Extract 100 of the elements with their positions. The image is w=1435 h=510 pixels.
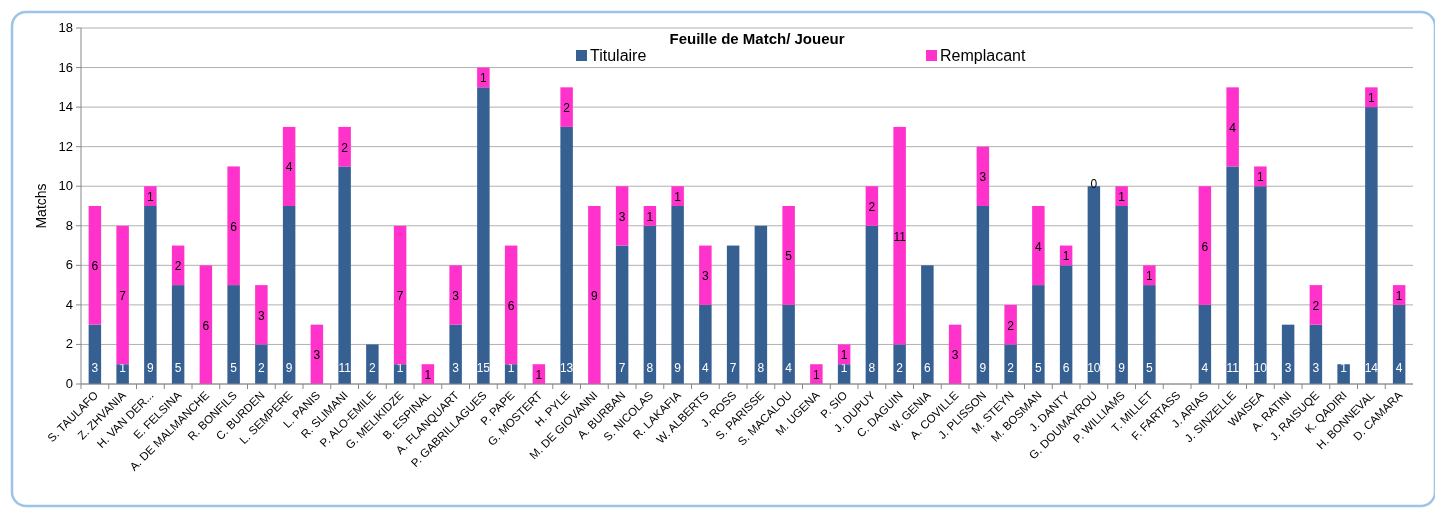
bar: [1004, 344, 1017, 384]
bar: [504, 245, 518, 365]
data-label: 3: [702, 269, 710, 284]
bar: [643, 225, 657, 384]
bar: [338, 166, 351, 384]
bar: [699, 245, 712, 305]
data-label: 2: [1007, 361, 1015, 375]
data-label: 3: [1312, 361, 1320, 375]
chart-title: Feuille de Match/ Joueur: [669, 30, 845, 47]
data-label: 10: [1087, 361, 1101, 375]
data-label: 9: [285, 361, 293, 375]
bar: [615, 186, 629, 246]
data-label: 1: [1257, 170, 1265, 185]
bar: [1004, 304, 1017, 345]
bar: [782, 304, 795, 384]
bar: [865, 225, 879, 384]
bar: [1309, 285, 1323, 325]
y-tick-label: 4: [65, 296, 73, 312]
data-label: 3: [452, 361, 460, 375]
y-axis-title: Matchs: [33, 183, 49, 229]
y-tick-label: 8: [65, 217, 73, 233]
data-label: 6: [924, 361, 932, 375]
bar: [144, 186, 157, 206]
bar: [865, 186, 879, 226]
data-label: 6: [507, 298, 515, 313]
data-label: 4: [702, 361, 710, 375]
data-label: 2: [1007, 318, 1015, 333]
bar: [1198, 186, 1212, 305]
bar: [1032, 285, 1045, 384]
data-label: 2: [896, 361, 904, 375]
y-tick-label: 12: [58, 138, 73, 154]
data-label: 5: [1146, 361, 1154, 375]
data-label: 3: [618, 209, 626, 224]
data-label: 1: [424, 368, 432, 383]
bar: [921, 265, 934, 384]
data-label: 6: [202, 318, 210, 333]
data-label: 9: [591, 289, 599, 303]
bar: [1115, 186, 1128, 206]
data-label: 3: [951, 348, 959, 363]
data-label: 1: [1062, 249, 1070, 264]
bar: [1059, 265, 1073, 384]
data-label: 2: [174, 259, 182, 274]
bar: [1226, 87, 1239, 167]
bar: [976, 206, 990, 384]
data-label: 3: [258, 308, 266, 323]
bar: [893, 126, 906, 345]
y-tick-label: 10: [58, 178, 73, 194]
data-label: 1: [646, 209, 654, 224]
data-label: 7: [729, 361, 737, 375]
bar: [615, 245, 629, 384]
bar: [282, 126, 296, 206]
data-label: 7: [618, 361, 626, 375]
bar: [671, 206, 684, 384]
bar: [1143, 265, 1156, 286]
data-label: 2: [258, 361, 266, 375]
bar: [449, 324, 462, 384]
y-tick-label: 18: [58, 20, 73, 35]
data-label: 1: [1118, 190, 1126, 205]
y-tick-label: 6: [65, 257, 73, 273]
y-tick-label: 2: [65, 336, 73, 352]
data-label: 7: [396, 289, 404, 303]
data-label: 6: [230, 219, 238, 234]
bar: [171, 285, 185, 384]
data-label: 1: [840, 348, 848, 363]
bar: [144, 206, 157, 384]
bar: [976, 146, 990, 206]
y-tick-label: 14: [58, 99, 73, 115]
bar: [116, 364, 129, 384]
data-label: 6: [1062, 361, 1070, 375]
bar: [1337, 364, 1350, 384]
bar: [477, 87, 490, 384]
bar: [338, 126, 351, 167]
bar: [1254, 166, 1267, 187]
bar: [1198, 304, 1212, 384]
data-label: 8: [646, 361, 654, 375]
data-label: 4: [785, 361, 793, 375]
bar: [671, 186, 684, 206]
data-label: 15: [476, 361, 491, 375]
data-label: 11: [338, 361, 352, 375]
data-label: 7: [119, 289, 127, 303]
data-label: 6: [91, 259, 99, 274]
bar: [116, 225, 129, 365]
data-label: 13: [559, 361, 574, 375]
bar: [227, 285, 240, 384]
bar: [1365, 87, 1378, 108]
data-label: 3: [452, 289, 460, 303]
data-label: 9: [674, 361, 682, 375]
data-label: 1: [147, 190, 155, 205]
bar: [1143, 285, 1156, 384]
data-label: 2: [341, 140, 349, 155]
data-label: 8: [868, 361, 876, 375]
bar: [255, 344, 268, 384]
data-label: 14: [1364, 361, 1379, 375]
bar: [1087, 186, 1101, 384]
bar: [588, 206, 601, 384]
bar: [1254, 186, 1267, 384]
bar: [560, 126, 573, 384]
bar: [1392, 304, 1406, 384]
data-label: 3: [1284, 361, 1292, 375]
data-label: 1: [1395, 289, 1403, 303]
